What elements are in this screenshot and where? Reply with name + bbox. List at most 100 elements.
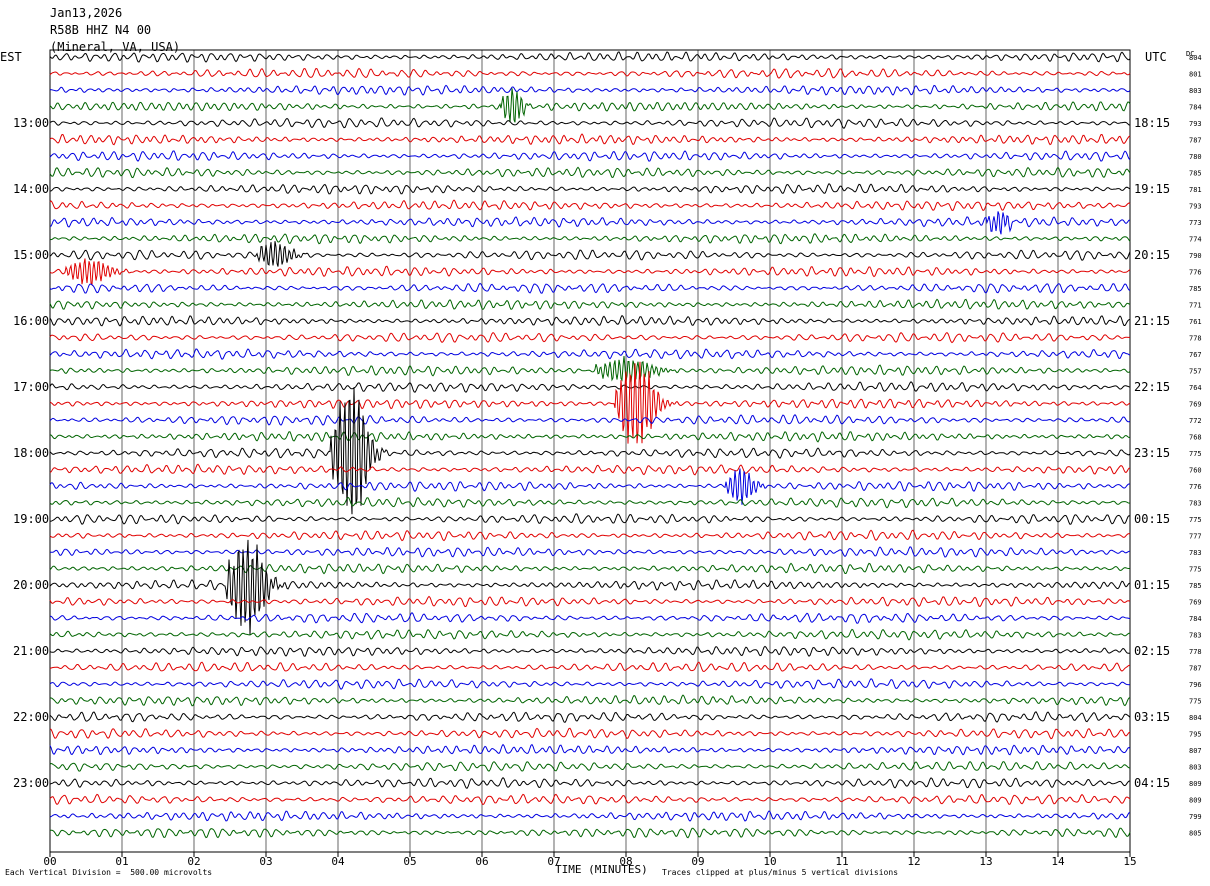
trace-row — [49, 743, 1131, 756]
x-tick-label: 13 — [979, 855, 992, 868]
utc-hour-label: 22:15 — [1134, 380, 1170, 394]
dc-offset-label: 780 — [1189, 153, 1202, 161]
x-tick-label: 12 — [907, 855, 920, 868]
dc-offset-label: 809 — [1189, 797, 1202, 805]
dc-offset-label: 785 — [1189, 285, 1202, 293]
trace-row — [49, 133, 1131, 146]
dc-offset-label: 783 — [1189, 632, 1202, 640]
est-hour-label: 19:00 — [13, 512, 49, 526]
trace-row — [49, 150, 1131, 162]
trace-row — [49, 258, 1131, 287]
dc-offset-label: 757 — [1189, 368, 1202, 376]
trace-row — [49, 546, 1131, 558]
dc-offset-label: 783 — [1189, 549, 1202, 557]
trace-row — [49, 298, 1131, 311]
trace-row — [49, 348, 1131, 360]
est-hour-label: 13:00 — [13, 116, 49, 130]
x-tick-label: 14 — [1051, 855, 1065, 868]
trace-row — [49, 595, 1131, 608]
dc-offset-label: 803 — [1189, 764, 1202, 772]
dc-offset-label: 785 — [1189, 582, 1202, 590]
trace-row — [49, 361, 1131, 444]
x-tick-label: 05 — [403, 855, 416, 868]
x-tick-label: 07 — [547, 855, 560, 868]
dc-offset-label: 804 — [1189, 54, 1202, 62]
trace-row — [49, 678, 1131, 690]
dc-offset-label: 772 — [1189, 417, 1202, 425]
dc-offset-label: 796 — [1189, 681, 1202, 689]
x-tick-label: 11 — [835, 855, 848, 868]
trace-row — [49, 331, 1130, 344]
dc-offset-label: 784 — [1189, 104, 1202, 112]
dc-offset-label: 804 — [1189, 714, 1202, 722]
trace-row — [49, 241, 1131, 267]
est-hour-label: 15:00 — [13, 248, 49, 262]
dc-offset-label: 809 — [1189, 780, 1202, 788]
utc-hour-label: 21:15 — [1134, 314, 1170, 328]
dc-offset-label: 781 — [1189, 186, 1202, 194]
trace-row — [49, 233, 1131, 245]
est-hour-label: 21:00 — [13, 644, 49, 658]
trace-row — [49, 562, 1131, 575]
trace-row — [49, 496, 1131, 509]
dc-offset-label: 767 — [1189, 351, 1202, 359]
utc-hour-label: 19:15 — [1134, 182, 1170, 196]
dc-offset-label: 774 — [1189, 236, 1202, 244]
x-tick-label: 03 — [259, 855, 272, 868]
trace-row — [49, 430, 1131, 443]
dc-offset-label: 778 — [1189, 335, 1202, 343]
trace-row — [49, 776, 1131, 789]
plot-frame — [49, 49, 1131, 853]
utc-hour-label: 04:15 — [1134, 776, 1170, 790]
est-hour-label: 23:00 — [13, 776, 49, 790]
est-hour-label: 18:00 — [13, 446, 49, 460]
trace-row — [49, 810, 1131, 822]
trace-row — [49, 827, 1131, 839]
trace-row — [49, 611, 1131, 624]
dc-offset-label: 773 — [1189, 219, 1202, 227]
dc-offset-label: 760 — [1189, 467, 1202, 475]
est-hour-label: 17:00 — [13, 380, 49, 394]
est-label: EST — [0, 50, 22, 64]
trace-row — [49, 84, 1131, 96]
trace-row — [49, 51, 1131, 63]
dc-offset-label: 778 — [1189, 648, 1202, 656]
trace-row — [49, 628, 1131, 641]
utc-label: UTC — [1145, 50, 1167, 64]
dc-offset-label: 801 — [1189, 71, 1202, 79]
dc-offset-label: 769 — [1189, 599, 1202, 607]
trace-row — [49, 539, 1131, 636]
trace-row — [49, 661, 1130, 673]
trace-row — [49, 468, 1131, 505]
dc-offset-label: 775 — [1189, 516, 1202, 524]
dc-offset-label: 775 — [1189, 450, 1202, 458]
dc-offset-label: 787 — [1189, 137, 1202, 145]
x-tick-label: 06 — [475, 855, 488, 868]
utc-hour-label: 00:15 — [1134, 512, 1170, 526]
utc-hour-label: 03:15 — [1134, 710, 1170, 724]
scale-note: Each Vertical Division = 500.00 microvol… — [5, 868, 213, 877]
trace-row — [49, 355, 1131, 383]
trace-row — [49, 182, 1131, 195]
dc-offset-label: 775 — [1189, 698, 1202, 706]
dc-offset-label: 776 — [1189, 483, 1202, 491]
est-hour-label: 16:00 — [13, 314, 49, 328]
dc-offset-label: 793 — [1189, 120, 1202, 128]
header-date: Jan13,2026 — [50, 6, 123, 20]
trace-row — [49, 529, 1131, 542]
dc-offset-label: 761 — [1189, 318, 1202, 326]
dc-offset-label: 771 — [1189, 302, 1202, 310]
dc-offset-label: 793 — [1189, 203, 1202, 211]
header-station: R58B HHZ N4 00 — [50, 23, 152, 37]
trace-row — [49, 166, 1131, 179]
x-tick-label: 08 — [619, 855, 632, 868]
trace-row — [49, 117, 1131, 129]
trace-row — [49, 694, 1131, 707]
dc-offset-label: 785 — [1189, 170, 1202, 178]
trace-row — [49, 211, 1131, 235]
trace-row — [49, 760, 1131, 772]
x-tick-label: 02 — [187, 855, 200, 868]
dc-offset-label: 803 — [1189, 87, 1202, 95]
utc-hour-label: 02:15 — [1134, 644, 1170, 658]
